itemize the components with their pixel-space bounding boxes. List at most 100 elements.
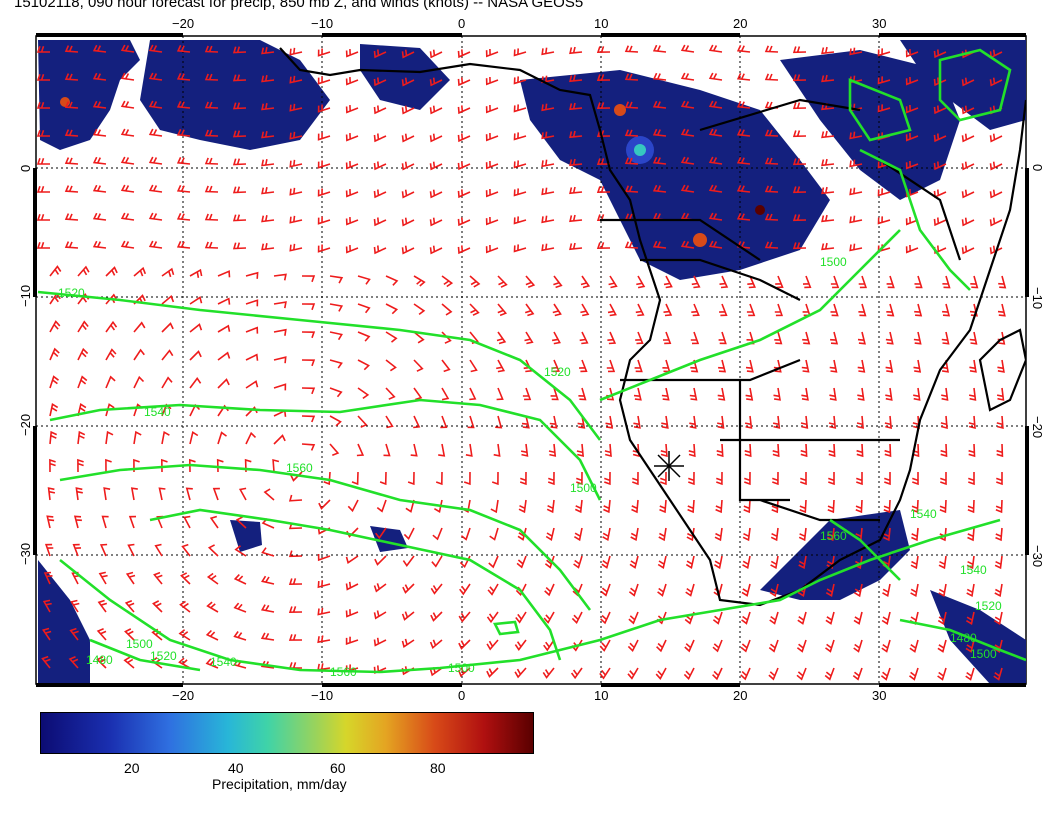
colorbar-tick: 80 [430,760,446,776]
wind-barb [458,639,471,650]
wind-barb [513,76,527,85]
wind-barb [708,212,723,221]
wind-barb [516,555,527,569]
wind-barb [800,415,809,429]
precip-area-nw [38,40,140,150]
wind-barb [289,75,303,84]
wind-barb [881,611,891,625]
wind-barb [317,580,331,589]
wind-barb [680,44,695,53]
wind-barb [914,303,923,317]
wind-barb [47,487,56,501]
wind-barb [736,128,751,137]
wind-barb [905,244,919,254]
wind-barb [514,667,527,679]
wind-barb [301,415,316,423]
wind-barb [792,46,807,54]
wind-barb [824,667,835,681]
wind-barb [401,189,415,199]
wind-barb [630,527,639,542]
wind-barb [73,515,82,529]
contour-label: 1560 [820,529,847,543]
wind-barb [569,242,583,251]
wind-barb [769,583,779,597]
contour-label: 1520 [58,286,85,300]
wind-barb [429,133,443,143]
wind-barb [797,611,807,625]
wind-barb [708,100,723,109]
wind-barb [708,72,723,81]
wind-barb [905,216,919,226]
wind-barb [745,387,754,401]
wind-barb [853,611,863,625]
wind-barb [882,583,891,598]
wind-barb [92,184,107,193]
wind-barb [413,387,423,401]
wind-barb [680,240,695,249]
wind-barb [821,186,835,195]
wind-barb [792,74,807,82]
wind-barb [541,187,555,196]
wind-barb [856,472,863,486]
wind-barb [886,275,895,289]
lat-tick-label: −20 [1030,416,1045,438]
wind-barb [635,303,645,317]
wind-barb [158,487,166,501]
wind-barb [877,216,891,225]
wind-barb [189,431,199,445]
wind-barb [569,158,583,167]
wind-barb [457,161,471,171]
wind-barb [261,131,275,139]
lon-tick-label: 0 [458,688,465,703]
wind-barb [829,359,838,373]
wind-barb [105,403,115,417]
wind-barb [802,275,812,289]
wind-barb [435,471,443,486]
wind-barb [77,265,90,277]
wind-barb [120,44,135,53]
wind-barb [601,555,611,569]
wind-barb [941,331,950,345]
wind-barb [708,184,723,193]
contour-label: 1480 [950,631,977,645]
wind-barb [261,243,275,251]
wind-barb [133,375,145,389]
wind-barb [469,275,481,288]
wind-barb [683,667,695,681]
wind-barb [680,100,695,109]
wind-barb [821,242,835,251]
wind-barb [289,103,303,112]
precip-area-ocean [230,520,262,552]
wind-barb [796,639,807,653]
wind-barb [569,214,583,223]
wind-barb [628,583,639,597]
wind-barb [792,102,807,110]
wind-barb [624,157,639,165]
wind-barb [961,161,975,171]
wind-barb [485,132,499,142]
wind-barb [856,443,864,458]
wind-barb [430,583,443,595]
wind-barb [232,46,247,54]
wind-barb [524,331,534,345]
wind-barb [401,105,415,115]
lat-lon-grid [36,36,1026,684]
wind-barb [345,217,359,226]
wind-barb [204,101,219,109]
precip-peak [755,205,765,215]
wind-barb [217,378,230,389]
wind-barb [485,160,499,170]
coastline-layer [279,47,1026,607]
wind-barb [97,599,108,613]
wind-barb [910,555,919,570]
lon-tick-label: 10 [594,688,608,703]
contour-label: 1500 [126,637,153,651]
africa-coastline [279,47,1026,607]
wind-barb [596,74,611,82]
wind-barb [938,583,947,598]
wind-barb [103,487,111,501]
wind-barb [600,583,611,597]
wind-barb [994,583,1003,598]
wind-barb [329,359,343,369]
